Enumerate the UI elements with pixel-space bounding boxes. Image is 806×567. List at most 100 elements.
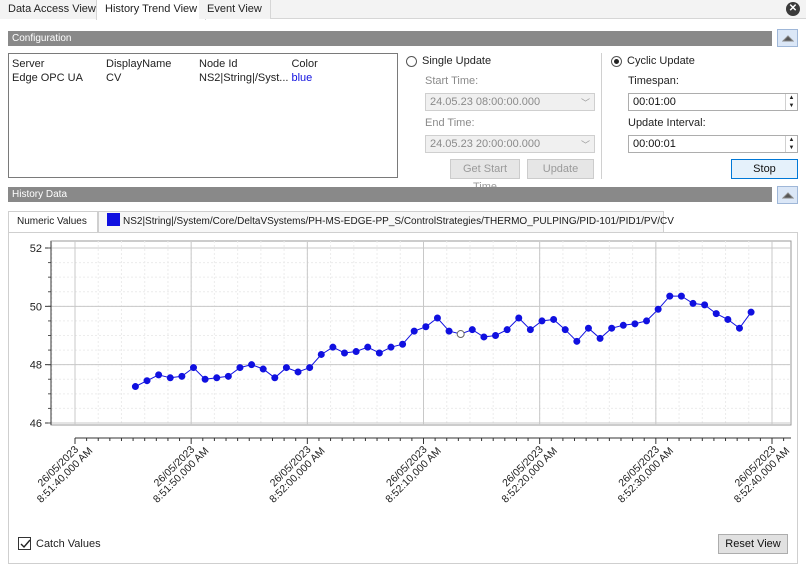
column-header-displayname[interactable]: DisplayName [106,58,172,70]
chevron-up-icon [781,35,794,42]
timespan-value: 00:01:00 [633,96,676,108]
data-point [503,326,511,334]
tab-series-node[interactable]: NS2|String|/System/Core/DeltaVSystems/PH… [98,211,674,232]
data-point [596,334,604,342]
data-point [166,374,174,382]
data-point [701,301,709,309]
history-data-header: History Data [8,187,772,202]
timespan-spinner[interactable]: ▲ ▼ [785,94,797,110]
data-point [399,340,407,348]
data-point [410,327,418,335]
data-point [143,377,151,385]
data-point [178,372,186,380]
reset-view-button[interactable]: Reset View [718,534,788,554]
data-point [294,368,302,376]
data-point [689,299,697,307]
configuration-table[interactable]: Server DisplayName Node Id Color Edge OP… [8,53,398,178]
data-point [747,308,755,316]
data-point [550,315,558,323]
start-time-label: Start Time: [425,75,479,87]
data-point [155,371,163,379]
data-point [341,349,349,357]
data-point [433,314,441,322]
data-point [619,321,627,329]
tab-numeric-values[interactable]: Numeric Values [8,211,98,232]
series-node-label: NS2|String|/System/Core/DeltaVSystems/PH… [123,216,674,227]
close-icon[interactable]: ✕ [786,2,800,16]
table-row[interactable]: Edge OPC UA CV NS2|String|/Syst... blue [9,70,397,84]
series-color-swatch [107,213,120,226]
check-icon [20,539,31,549]
data-point [422,323,430,331]
update-interval-input[interactable]: 00:00:01 ▲ ▼ [628,135,798,153]
data-point [724,315,732,323]
tab-data-access-view[interactable]: Data Access View [0,0,105,19]
data-point [666,292,674,300]
end-time-label: End Time: [425,117,475,129]
start-time-value: 24.05.23 08:00:00.000 [430,96,541,108]
data-point [317,350,325,358]
cyclic-update-radio[interactable] [611,56,622,67]
data-point [468,326,476,334]
tab-history-trend-view[interactable]: History Trend View [96,0,207,20]
data-point [189,364,197,372]
data-point [712,310,720,318]
data-point [526,326,534,334]
data-point [677,292,685,300]
timespan-label: Timespan: [628,75,679,87]
cyclic-update-label: Cyclic Update [627,55,695,67]
column-header-color[interactable]: Color [291,58,318,70]
start-time-picker[interactable]: 24.05.23 08:00:00.000 ﹀ [425,93,595,111]
data-point [654,305,662,313]
data-point-highlighted [456,330,465,339]
cell-server: Edge OPC UA [12,72,83,84]
stop-button[interactable]: Stop [731,159,798,179]
end-time-picker[interactable]: 24.05.23 20:00:00.000 ﹀ [425,135,595,153]
update-interval-value: 00:00:01 [633,138,676,150]
data-point [236,364,244,372]
data-point [224,372,232,380]
update-button[interactable]: Update [527,159,594,179]
catch-values-checkbox[interactable] [18,537,31,550]
timespan-input[interactable]: 00:01:00 ▲ ▼ [628,93,798,111]
data-point [573,337,581,345]
cell-color: blue [291,72,313,84]
chevron-down-icon: ﹀ [580,140,590,150]
data-point [515,314,523,322]
chevron-down-icon: ﹀ [580,98,590,108]
data-point [643,317,651,325]
data-point [352,348,360,356]
configuration-header: Configuration [8,31,772,46]
data-point [271,374,279,382]
data-point [201,375,209,383]
y-tick-label: 48 [30,360,42,372]
data-point [387,343,395,351]
data-point [375,349,383,357]
data-point [131,383,139,391]
view-tab-strip: Data Access View History Trend View Even… [0,0,806,20]
tab-event-view[interactable]: Event View [199,0,271,19]
data-point [608,324,616,332]
interval-spinner[interactable]: ▲ ▼ [785,136,797,152]
data-point [282,364,290,372]
y-tick-label: 46 [30,418,42,430]
column-header-server[interactable]: Server [12,58,45,70]
get-start-time-button[interactable]: Get Start Time [450,159,520,193]
data-point [538,317,546,325]
y-tick-label: 50 [30,301,42,313]
column-header-node-id[interactable]: Node Id [199,58,238,70]
single-update-label: Single Update [422,55,492,67]
single-update-radio[interactable] [406,56,417,67]
collapse-history-button[interactable] [777,186,798,204]
update-interval-label: Update Interval: [628,117,706,129]
data-point [492,332,500,339]
plot-area [50,240,792,426]
collapse-configuration-button[interactable] [777,29,798,47]
data-point [306,364,314,372]
